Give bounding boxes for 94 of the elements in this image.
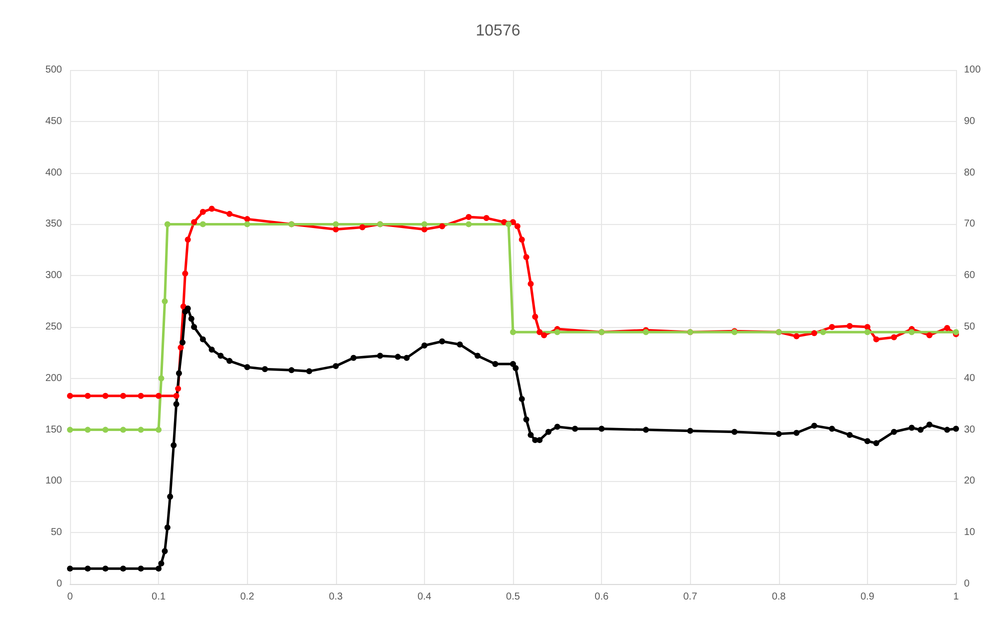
- point: [421, 226, 428, 232]
- y-tick-label: 400: [45, 167, 62, 178]
- point: [873, 336, 880, 342]
- point: [820, 329, 826, 336]
- x-tick-label: 0.2: [240, 592, 255, 602]
- point: [510, 219, 516, 226]
- y2-tick-label: 70: [964, 218, 976, 230]
- point: [466, 221, 472, 228]
- x-tick-label: 0.5: [506, 592, 520, 602]
- x-tick-label: 0.8: [772, 592, 786, 602]
- point: [794, 333, 800, 340]
- y-tick-label: 200: [45, 372, 62, 384]
- point: [944, 325, 950, 332]
- point: [138, 392, 144, 399]
- y-tick-label: 500: [45, 64, 62, 76]
- point: [102, 392, 108, 399]
- point: [864, 324, 870, 330]
- point: [510, 329, 516, 336]
- point: [506, 221, 512, 228]
- y-tick-label: 100: [45, 476, 62, 487]
- y-tick-label: 250: [45, 322, 62, 332]
- x-tick-label: 1: [953, 592, 960, 602]
- point: [532, 314, 538, 320]
- point: [244, 221, 250, 228]
- point: [518, 236, 525, 243]
- point: [811, 330, 818, 336]
- point: [162, 298, 168, 304]
- point: [908, 329, 915, 336]
- point: [501, 219, 508, 226]
- point: [156, 392, 162, 399]
- point: [138, 426, 144, 433]
- point: [84, 426, 91, 433]
- point: [67, 392, 73, 399]
- y-tick-label: 150: [45, 424, 62, 436]
- point: [120, 392, 126, 399]
- chart-title: 10576: [476, 22, 520, 40]
- y2-tick-label: 10: [964, 527, 976, 538]
- point: [182, 270, 188, 277]
- point: [828, 324, 835, 330]
- point: [439, 223, 446, 230]
- y-tick-label: 50: [50, 527, 62, 538]
- y-tick-label: 350: [45, 218, 62, 230]
- point: [483, 215, 490, 222]
- point: [175, 386, 182, 392]
- x-tick-label: 0.9: [860, 592, 875, 602]
- point: [164, 221, 170, 228]
- point: [200, 221, 206, 228]
- point: [541, 332, 548, 338]
- x-tick-label: 0.6: [594, 592, 609, 602]
- point: [191, 219, 198, 226]
- point: [864, 329, 870, 336]
- point: [523, 254, 530, 260]
- point: [846, 322, 853, 329]
- point: [84, 392, 91, 399]
- y2-tick-label: 40: [964, 372, 976, 384]
- point: [359, 224, 366, 230]
- point: [226, 210, 232, 217]
- y2-tick-label: 0: [964, 578, 970, 590]
- point: [890, 334, 897, 340]
- x-tick-label: 0.7: [683, 592, 698, 602]
- point: [67, 426, 73, 433]
- point: [244, 216, 250, 222]
- y2-tick-label: 30: [964, 424, 976, 436]
- point: [200, 208, 206, 215]
- point: [102, 426, 108, 433]
- y2-tick-label: 100: [964, 64, 982, 76]
- point: [536, 329, 543, 336]
- point: [184, 236, 191, 243]
- point: [466, 214, 472, 220]
- point: [158, 375, 164, 382]
- point: [208, 206, 215, 212]
- y2-tick-label: 90: [964, 116, 976, 127]
- y-tick-label: 0: [56, 578, 62, 590]
- point: [554, 329, 560, 336]
- point: [120, 426, 126, 433]
- y2-tick-label: 80: [964, 167, 976, 178]
- x-tick-label: 0: [67, 592, 74, 602]
- point: [178, 344, 184, 351]
- point: [173, 392, 180, 399]
- point: [528, 280, 534, 287]
- y2-tick-label: 60: [964, 270, 976, 282]
- y-tick-label: 300: [45, 270, 62, 282]
- y2-tick-label: 50: [964, 322, 976, 332]
- y2-tick-label: 20: [964, 476, 976, 487]
- x-tick-label: 0.1: [152, 592, 166, 602]
- point: [926, 332, 932, 338]
- x-tick-label: 0.4: [417, 592, 432, 602]
- point: [156, 426, 162, 433]
- y-tick-label: 450: [45, 116, 62, 127]
- x-tick-label: 0.3: [328, 592, 344, 602]
- point: [332, 226, 339, 232]
- point: [332, 221, 339, 228]
- point: [514, 223, 520, 230]
- point: [421, 221, 428, 228]
